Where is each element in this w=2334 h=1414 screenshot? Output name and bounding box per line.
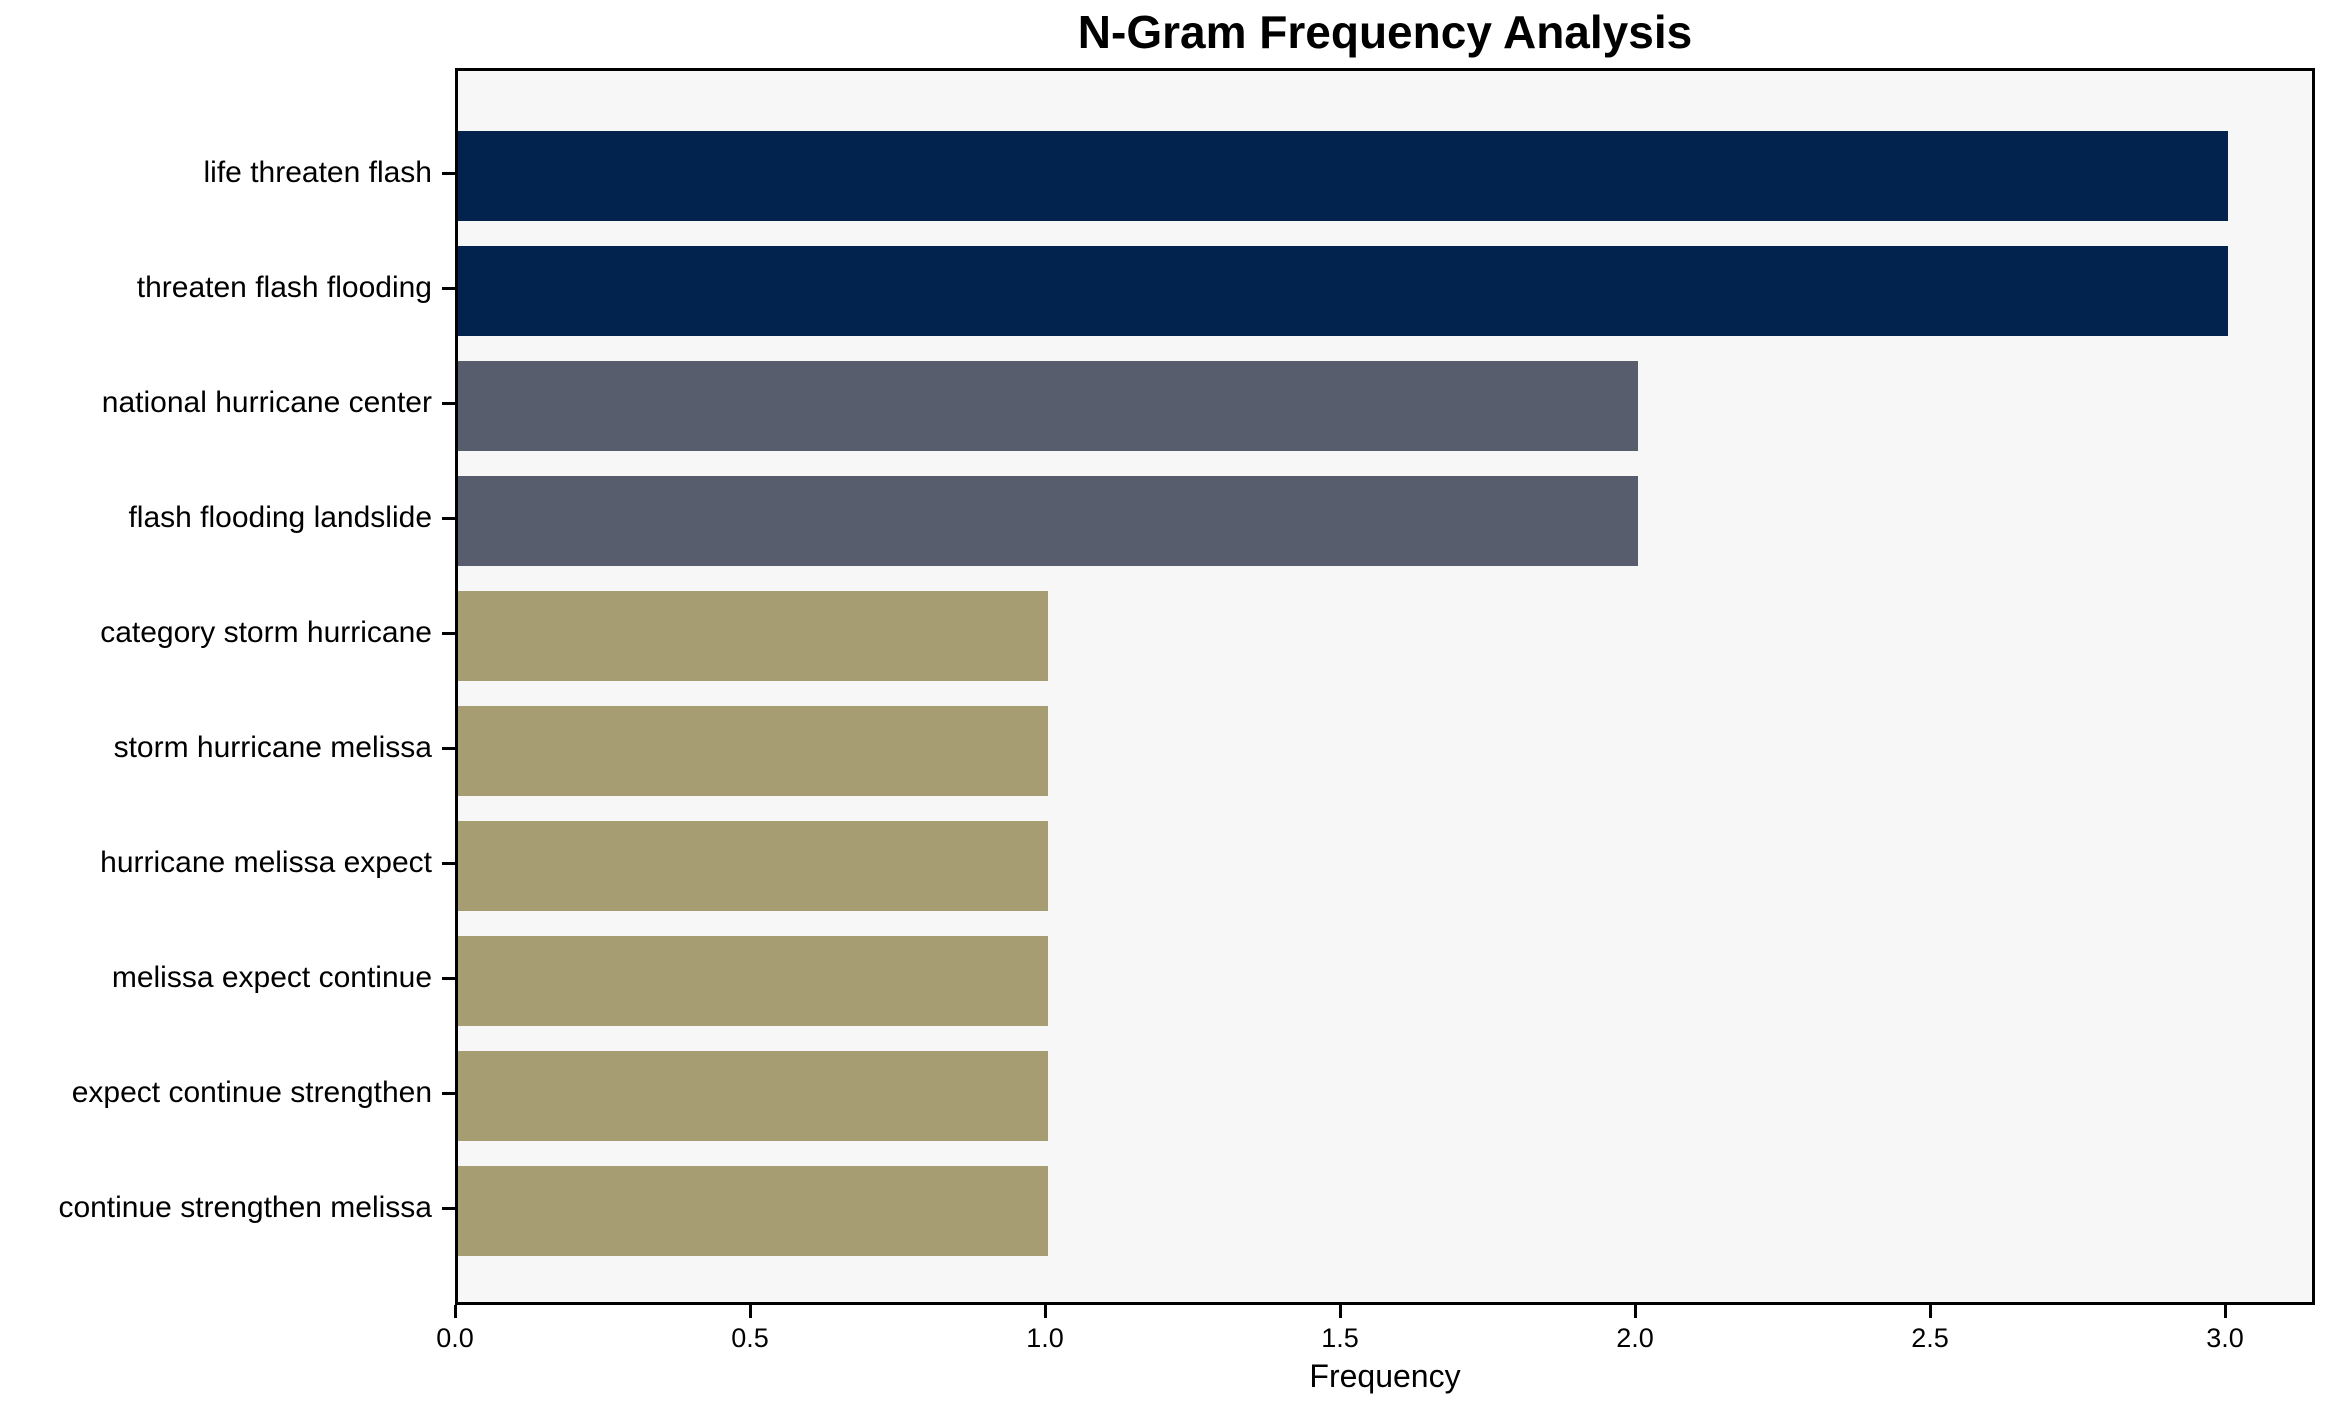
bar (458, 361, 1638, 451)
y-tick-mark (442, 631, 455, 635)
y-tick-label: continue strengthen melissa (58, 1191, 432, 1224)
x-tick-label: 0.5 (731, 1323, 769, 1353)
y-tick-label: national hurricane center (101, 386, 432, 419)
bar (458, 131, 2228, 221)
y-tick-mark (442, 861, 455, 865)
x-axis-label: Frequency (1309, 1358, 1461, 1394)
y-tick-label: melissa expect continue (111, 961, 432, 994)
x-tick-label: 1.5 (1321, 1323, 1359, 1353)
x-tick-label: 3.0 (2206, 1323, 2244, 1353)
chart-title: N-Gram Frequency Analysis (1077, 6, 1693, 58)
y-tick-mark (442, 1091, 455, 1095)
bar (458, 936, 1048, 1026)
bar (458, 246, 2228, 336)
bar (458, 591, 1048, 681)
bar (458, 1166, 1048, 1256)
y-tick-mark (442, 1206, 455, 1210)
y-tick-mark (442, 286, 455, 290)
x-tick-mark (1928, 1305, 1932, 1318)
y-tick-label: life threaten flash (203, 156, 432, 189)
y-tick-label: expect continue strengthen (71, 1076, 432, 1109)
x-tick-mark (748, 1305, 752, 1318)
bar (458, 706, 1048, 796)
y-tick-mark (442, 746, 455, 750)
plot-area (455, 68, 2315, 1305)
x-tick-label: 1.0 (1026, 1323, 1064, 1353)
x-tick-mark (1338, 1305, 1342, 1318)
y-tick-mark (442, 171, 455, 175)
x-tick-mark (1043, 1305, 1047, 1318)
x-tick-mark (2223, 1305, 2227, 1318)
y-tick-label: flash flooding landslide (128, 501, 432, 534)
y-tick-label: hurricane melissa expect (100, 846, 432, 879)
x-tick-label: 2.0 (1616, 1323, 1654, 1353)
y-tick-mark (442, 516, 455, 520)
y-tick-label: storm hurricane melissa (113, 731, 432, 764)
x-tick-mark (453, 1305, 457, 1318)
bar (458, 476, 1638, 566)
y-tick-mark (442, 976, 455, 980)
x-tick-mark (1633, 1305, 1637, 1318)
x-tick-label: 2.5 (1911, 1323, 1949, 1353)
y-tick-label: threaten flash flooding (136, 271, 432, 304)
bar (458, 821, 1048, 911)
y-tick-label: category storm hurricane (100, 616, 432, 649)
y-tick-mark (442, 401, 455, 405)
bar (458, 1051, 1048, 1141)
x-tick-label: 0.0 (436, 1323, 474, 1353)
